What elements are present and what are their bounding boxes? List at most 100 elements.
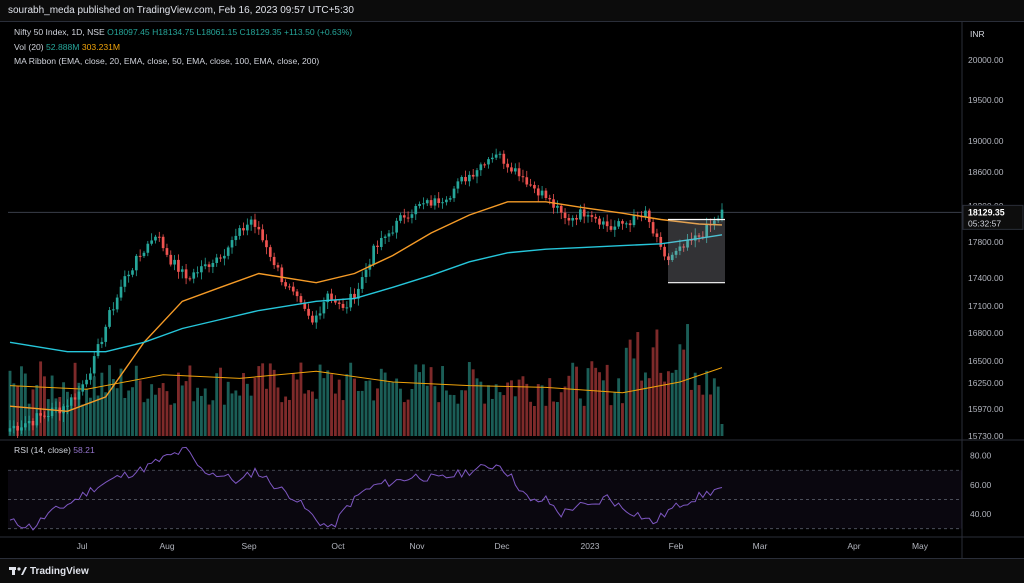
volume-bar (594, 367, 598, 436)
volume-bar (686, 324, 689, 436)
volume-bar (555, 402, 559, 436)
candle-body (628, 223, 632, 226)
volume-bar (288, 399, 291, 436)
volume-bar (345, 374, 349, 436)
candle-body (445, 199, 448, 203)
time-tick-label: Feb (669, 541, 684, 551)
candle-body (69, 397, 73, 406)
volume-bar (693, 372, 697, 436)
candle-body (536, 188, 540, 196)
candle-body (108, 310, 111, 327)
candle-body (27, 421, 31, 424)
volume-bar (119, 368, 123, 436)
volume-bar (242, 373, 245, 436)
volume-bar (322, 378, 326, 436)
volume-bar (617, 378, 621, 436)
candle-body (663, 246, 666, 257)
candle-body (131, 270, 134, 275)
candle-body (559, 205, 563, 213)
volume-bar (640, 380, 644, 436)
volume-bar (490, 398, 494, 436)
volume-bar (23, 373, 27, 436)
volume-bar (20, 366, 23, 436)
volume-bar (253, 377, 257, 436)
volume-bar (165, 391, 169, 436)
candle-body (245, 224, 249, 231)
volume-bar (249, 395, 253, 436)
price-tick-label: 16800.00 (968, 328, 1004, 338)
candle-body (234, 235, 238, 241)
ema-slow-line (9, 234, 723, 353)
publisher-line: sourabh_meda published on TradingView.co… (8, 5, 354, 16)
volume-bar (88, 397, 92, 436)
candle-body (311, 315, 314, 323)
candle-body (429, 200, 433, 206)
time-tick-label: Dec (494, 541, 510, 551)
volume-bar (441, 366, 444, 436)
time-tick-label: Jul (77, 541, 88, 551)
candle-body (272, 256, 276, 266)
volume-bar (280, 402, 284, 436)
candle-body (207, 264, 211, 267)
time-tick-label: May (912, 541, 929, 551)
candle-body (215, 257, 219, 263)
candle-body (590, 215, 594, 217)
volume-bar (429, 367, 433, 436)
candle-body (43, 415, 46, 417)
candle-body (318, 313, 322, 316)
candle-body (395, 220, 398, 233)
volume-bar (330, 374, 333, 436)
volume-bar (184, 381, 188, 436)
candle-body (35, 413, 39, 426)
candle-body (624, 223, 628, 225)
candle-body (402, 215, 406, 218)
volume-bar (295, 379, 299, 436)
rsi-line (9, 446, 723, 531)
volume-bar (265, 388, 268, 436)
candle-body (66, 405, 69, 407)
volume-bar (154, 394, 157, 436)
candle-body (667, 256, 670, 261)
volume-bar (525, 383, 529, 436)
volume-bar (552, 401, 556, 436)
candle-body (223, 255, 226, 259)
volume-bar (211, 400, 215, 436)
candle-body (556, 205, 559, 208)
volume-bar (215, 373, 219, 436)
volume-bar (337, 379, 341, 436)
candle-body (330, 293, 333, 300)
candle-body (196, 272, 199, 274)
volume-bar (196, 387, 200, 436)
volume-bar (230, 393, 234, 436)
candle-body (448, 198, 452, 200)
volume-bar (268, 363, 272, 436)
volume-bar (150, 384, 154, 436)
volume-bar (559, 392, 563, 436)
candle-body (203, 264, 207, 267)
candle-body (425, 200, 429, 204)
footer-brand: TradingView (30, 566, 89, 577)
price-tick-label: 17100.00 (968, 301, 1004, 311)
volume-bar (659, 372, 663, 436)
volume-bar (131, 387, 134, 436)
rsi-band (8, 470, 962, 529)
candle-body (242, 228, 245, 231)
volume-bar (257, 366, 261, 436)
volume-bar (521, 376, 525, 436)
candle-body (345, 307, 349, 309)
candle-body (571, 218, 575, 221)
volume-bar (483, 403, 487, 436)
candle-body (567, 217, 571, 221)
candle-body (161, 236, 165, 249)
volume-bar (180, 385, 184, 436)
volume-bar (219, 367, 222, 436)
price-tick-label: 16250.00 (968, 378, 1004, 388)
volume-bar (590, 361, 594, 436)
rsi-value: 58.21 (73, 445, 95, 455)
rsi-tick-label: 80.00 (970, 451, 992, 461)
candle-body (422, 203, 425, 205)
candle-body (257, 226, 261, 230)
candle-body (705, 224, 709, 238)
price-tick-label: 17400.00 (968, 273, 1004, 283)
